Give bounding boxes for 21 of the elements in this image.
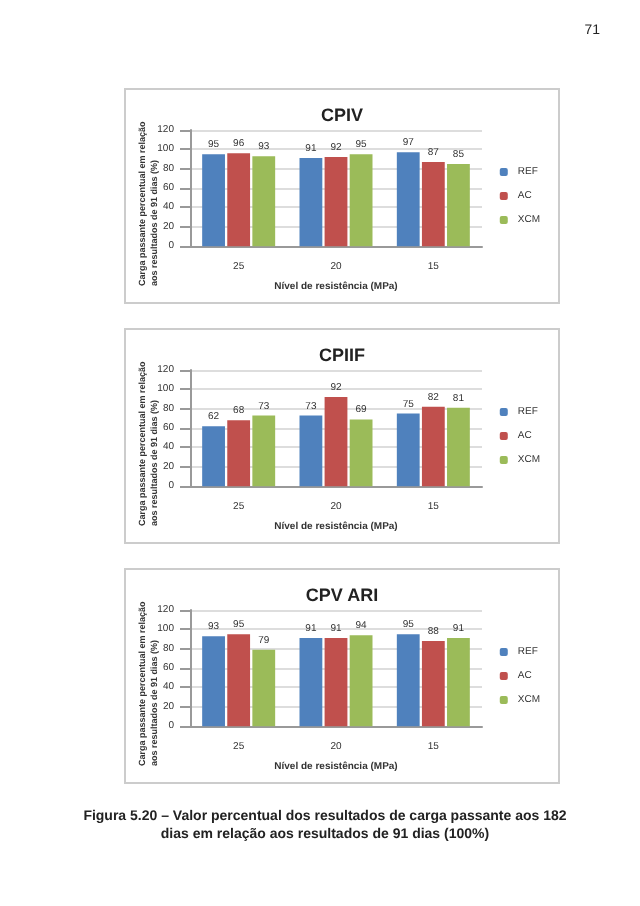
bar bbox=[324, 638, 348, 727]
bar bbox=[227, 420, 251, 487]
bar bbox=[396, 413, 420, 487]
bar bbox=[252, 415, 276, 487]
bar bbox=[202, 636, 225, 727]
bar bbox=[447, 407, 470, 487]
bar bbox=[227, 634, 251, 727]
chart-title: CPV ARI bbox=[305, 585, 379, 605]
bar bbox=[421, 406, 445, 487]
bar bbox=[349, 419, 373, 487]
chart-title: CPIV bbox=[320, 105, 364, 125]
bar bbox=[299, 638, 323, 727]
bar bbox=[396, 634, 420, 727]
bar bbox=[447, 638, 470, 727]
bar bbox=[421, 640, 445, 727]
bar bbox=[202, 426, 225, 487]
bar bbox=[349, 635, 373, 727]
bar bbox=[299, 415, 323, 487]
chart-title: CPIIF bbox=[318, 345, 366, 365]
bar bbox=[252, 649, 276, 727]
bar bbox=[324, 397, 348, 487]
